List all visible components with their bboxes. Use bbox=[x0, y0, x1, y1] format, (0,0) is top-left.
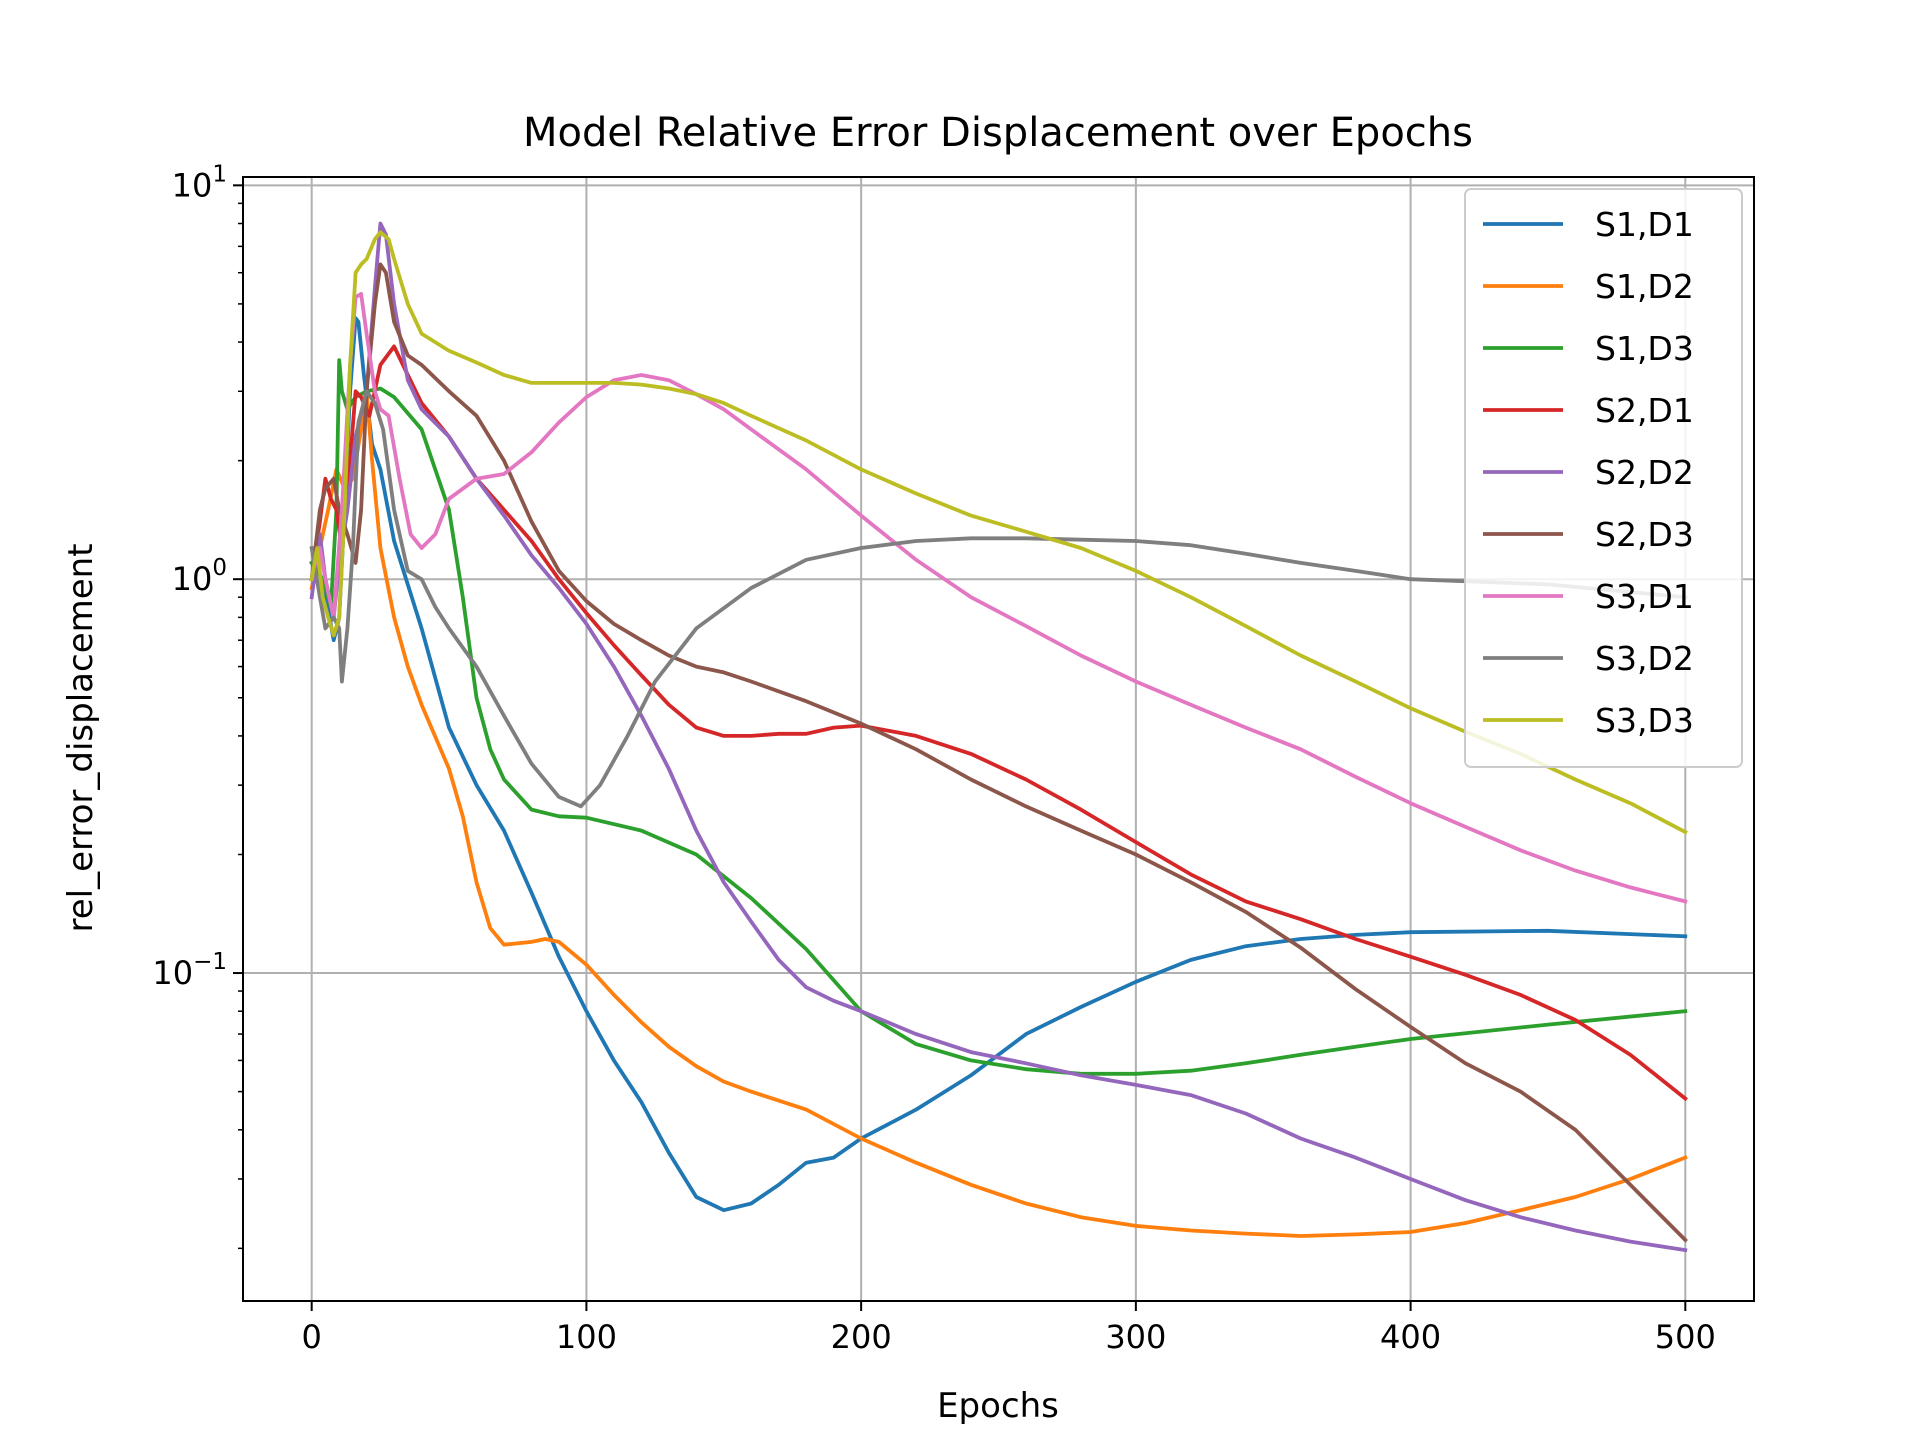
x-tick-label: 400 bbox=[1380, 1318, 1441, 1356]
series-line-s3-d1 bbox=[309, 292, 1688, 904]
y-tick-label: 101 bbox=[172, 161, 227, 204]
legend-label: S1,D2 bbox=[1595, 267, 1694, 306]
x-tick-label: 0 bbox=[302, 1318, 322, 1356]
x-tick-label: 500 bbox=[1655, 1318, 1716, 1356]
legend-label: S1,D3 bbox=[1595, 329, 1694, 368]
y-axis: 10−1 100 101 bbox=[152, 161, 243, 1250]
x-tick-label: 300 bbox=[1105, 1318, 1166, 1356]
legend-label: S2,D2 bbox=[1595, 453, 1694, 492]
legend-label: S2,D3 bbox=[1595, 515, 1694, 554]
legend-label: S1,D1 bbox=[1595, 205, 1694, 244]
chart-title: Model Relative Error Displacement over E… bbox=[523, 110, 1473, 156]
legend-label: S3,D2 bbox=[1595, 639, 1694, 678]
x-tick-label: 100 bbox=[556, 1318, 617, 1356]
series-line-s2-d1 bbox=[309, 344, 1688, 1102]
legend-label: S3,D1 bbox=[1595, 577, 1694, 616]
y-tick-label: 10−1 bbox=[152, 949, 227, 992]
legend-label: S3,D3 bbox=[1595, 701, 1694, 740]
series-line-s3-d3 bbox=[309, 230, 1688, 835]
x-axis-label: Epochs bbox=[937, 1386, 1059, 1426]
y-tick-label: 100 bbox=[172, 555, 227, 598]
series-line-s2-d3 bbox=[309, 262, 1688, 1243]
series-layer bbox=[309, 221, 1688, 1253]
legend-box bbox=[1464, 188, 1743, 768]
y-axis-label: rel_error_displacement bbox=[61, 543, 101, 932]
x-axis: 0 100 200 300 400 500 bbox=[302, 1301, 1716, 1356]
legend-label: S2,D1 bbox=[1595, 391, 1694, 430]
series-line-s1-d1 bbox=[309, 316, 1688, 1213]
legend: S1,D1 S1,D2 S1,D3 S2,D1 S2,D2 S2,D3 S3,D1 S3,D2… bbox=[1464, 188, 1743, 768]
plot-frame bbox=[242, 176, 1755, 1302]
x-tick-label: 200 bbox=[831, 1318, 892, 1356]
series-line-s3-d2 bbox=[309, 389, 1688, 809]
